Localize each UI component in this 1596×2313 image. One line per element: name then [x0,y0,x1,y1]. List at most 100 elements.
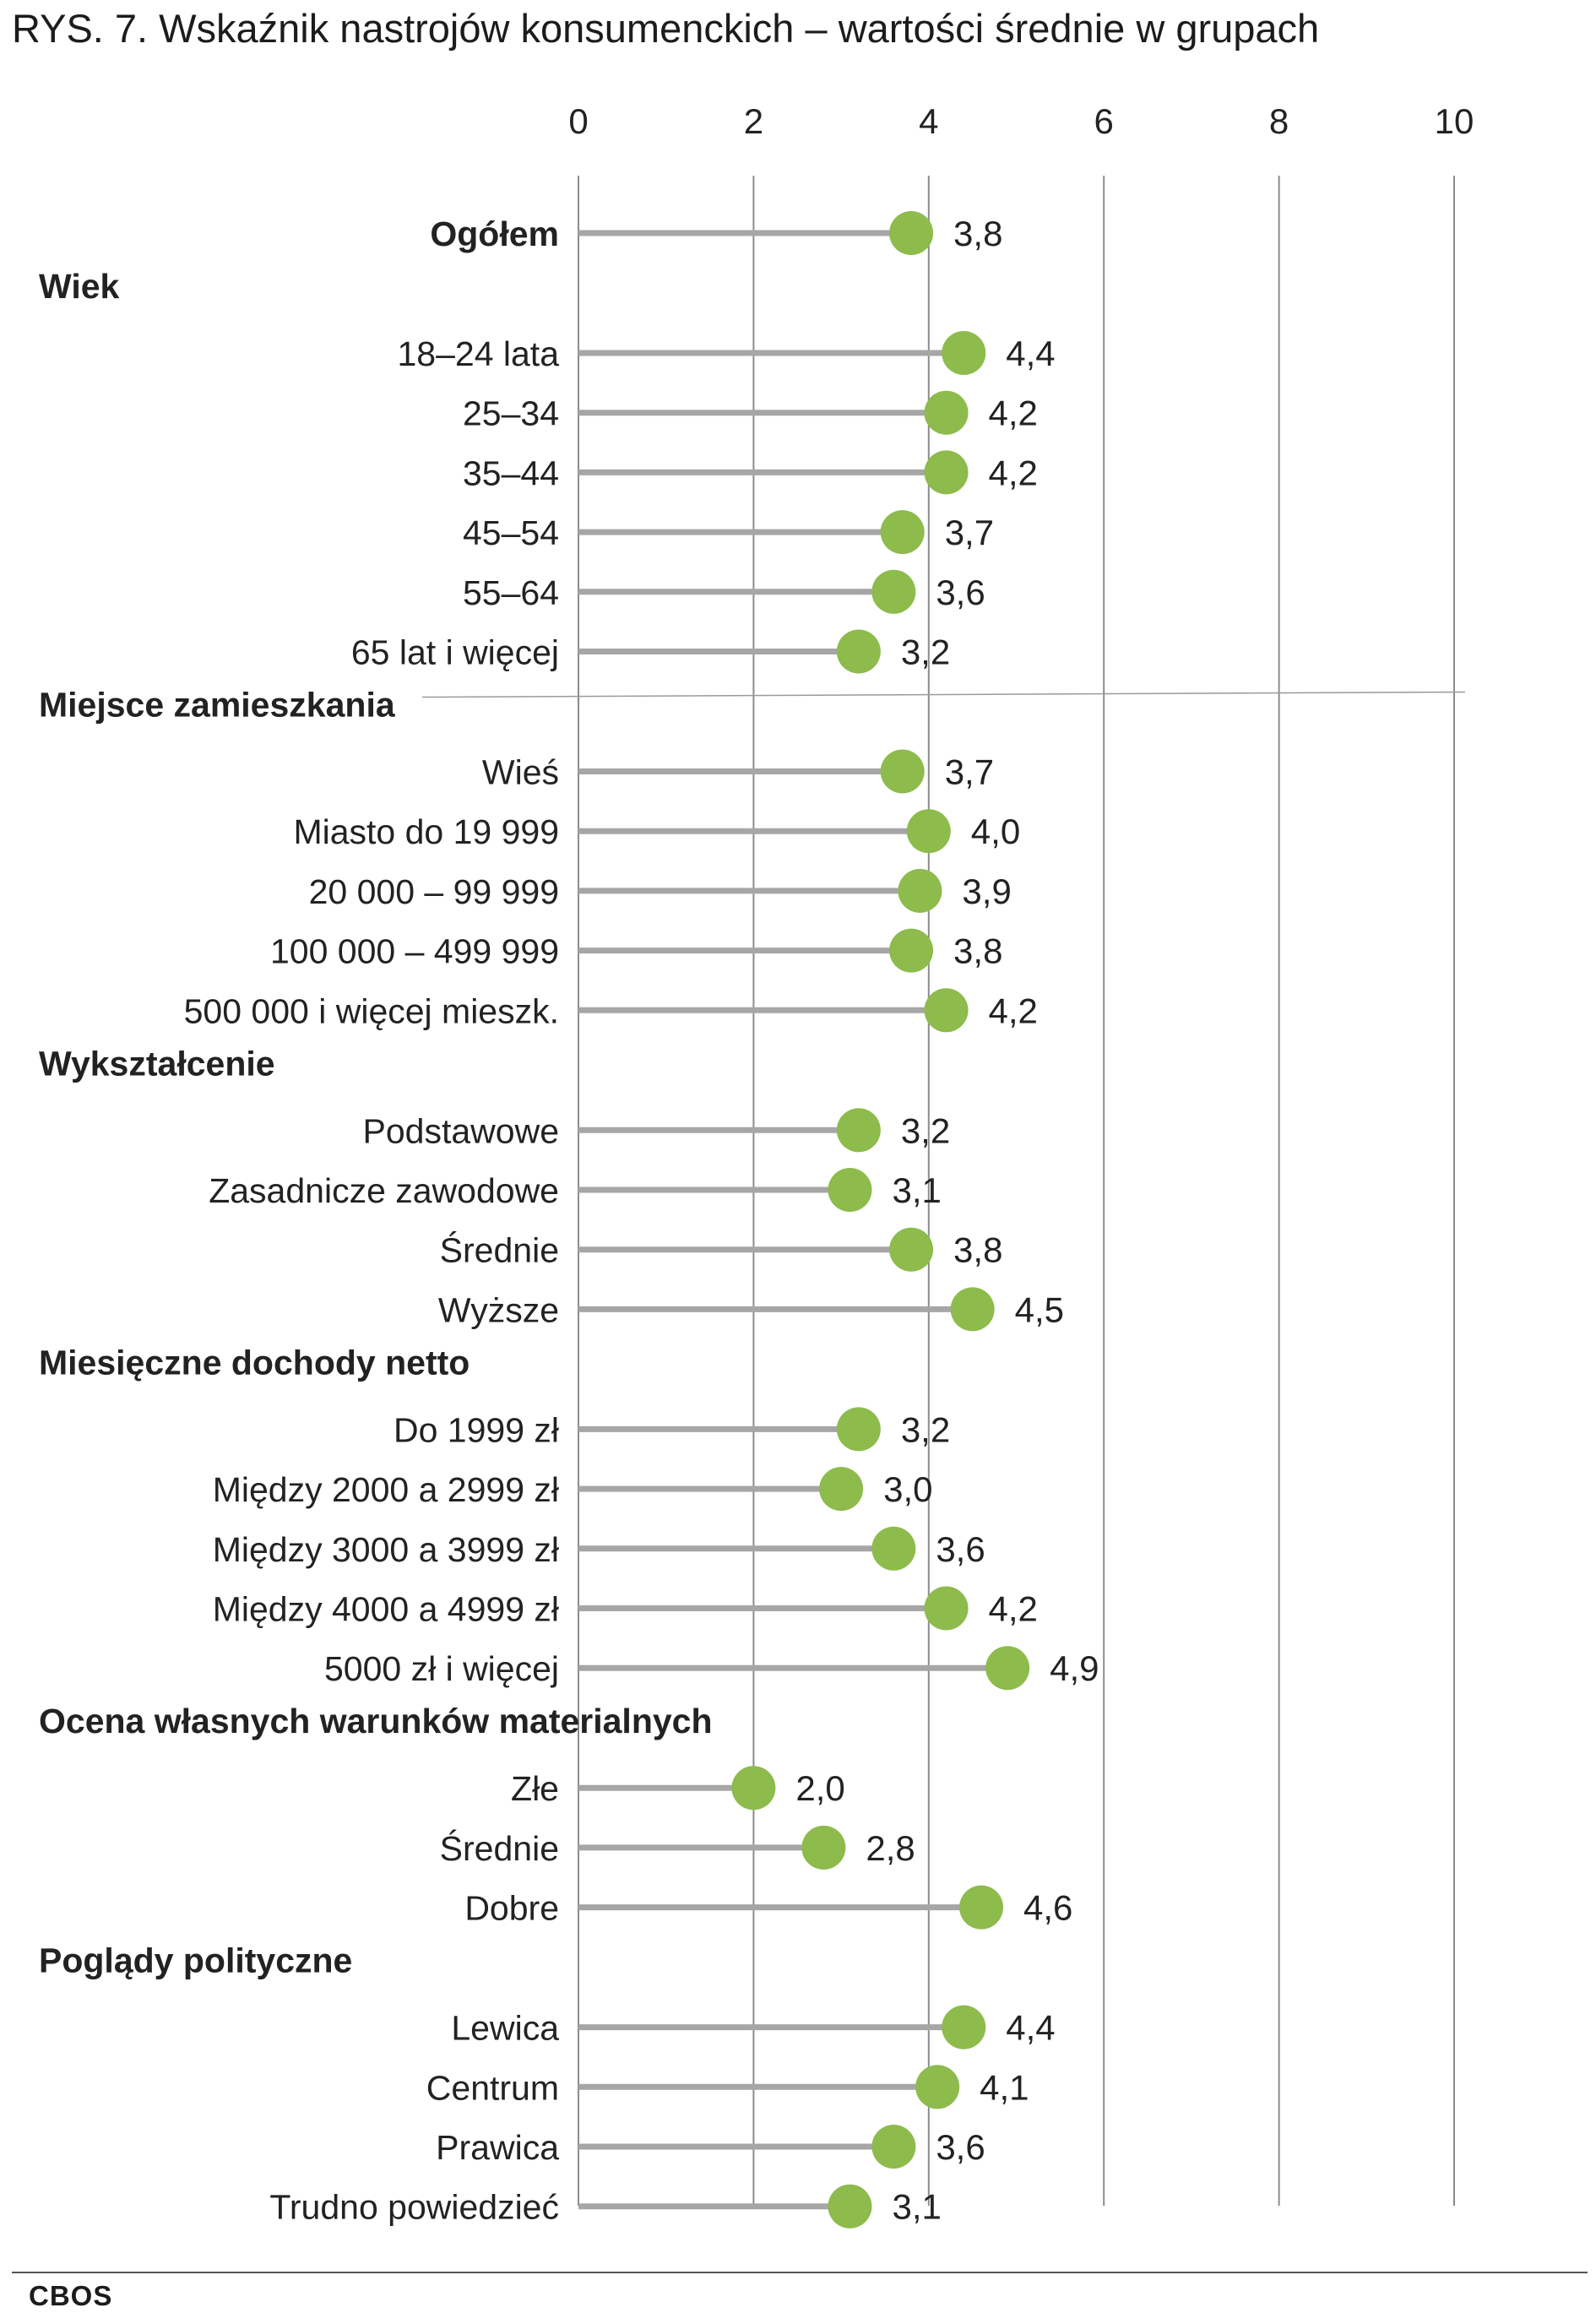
data-dot [880,510,925,555]
dot-chart: 0 2 4 6 8 10 Ogółem 3,8 Wiek 18–24 lata 4,4 25–34 4… [39,101,1474,2229]
data-dot [871,1526,916,1571]
row-label: Wyższe [438,1290,559,1329]
data-dot [828,2184,872,2229]
x-tick-label: 8 [1269,101,1289,141]
row-label: Ogółem [430,214,559,253]
data-dot [819,1467,864,1512]
row-label: 20 000 – 99 999 [309,872,559,911]
value-label: 3,6 [936,1529,985,1569]
row-label: 100 000 – 499 999 [270,932,559,971]
chart-title: RYS. 7. Wskaźnik nastrojów konsumenckich… [12,6,1320,51]
data-dot [871,569,916,614]
source-label: CBOS [29,2280,113,2311]
value-label: 3,2 [901,1409,950,1449]
data-dot [880,749,925,794]
value-label: 4,0 [971,812,1020,851]
row-label: 65 lat i więcej [351,633,559,672]
value-label: 4,2 [989,1589,1038,1629]
data-dot [985,1646,1030,1691]
row-label: Centrum [426,2068,559,2107]
x-tick-label: 2 [744,101,763,141]
row-label: Prawica [436,2128,559,2167]
value-label: 3,8 [953,1230,1002,1270]
row-label: Między 4000 a 4999 zł [213,1590,559,1629]
value-label: 4,9 [1050,1648,1099,1688]
data-dot [731,1766,776,1811]
data-dot [950,1287,995,1332]
x-axis-ticks: 0 2 4 6 8 10 [568,101,1474,141]
value-label: 3,2 [901,1110,950,1150]
row-label: Między 3000 a 3999 zł [213,1530,559,1569]
data-dot [915,2065,960,2109]
value-label: 3,8 [953,214,1002,253]
value-label: 4,5 [1015,1290,1064,1329]
data-dot [828,1168,872,1212]
row-label: 55–64 [463,573,559,612]
data-dot [898,868,942,913]
group-separator [421,691,1466,698]
data-dot [889,1227,934,1272]
row-label: Średnie [440,1829,559,1868]
x-tick-label: 6 [1094,101,1114,141]
row-label: 5000 zł i więcej [324,1649,559,1688]
value-label: 4,6 [1023,1888,1072,1928]
row-label: Dobre [464,1889,559,1928]
value-label: 3,8 [953,931,1002,971]
value-label: 2,8 [866,1828,915,1868]
row-label: Złe [511,1769,559,1808]
x-tick-label: 4 [919,101,938,141]
value-label: 4,4 [1006,334,1055,373]
data-dot [836,1108,881,1153]
value-label: 4,1 [980,2067,1029,2107]
row-label: Miasto do 19 999 [293,812,559,851]
value-label: 4,2 [989,394,1038,433]
group-heading: Miejsce zamieszkania [39,686,396,725]
group-heading: Wiek [39,267,120,306]
row-label: 45–54 [463,513,559,552]
row-label: Trudno powiedzieć [269,2188,559,2227]
row-label: 25–34 [463,394,559,433]
value-label: 3,1 [892,2187,941,2227]
group-heading: Miesięczne dochody netto [39,1343,470,1382]
row-label: Między 2000 a 2999 zł [213,1470,559,1509]
data-dot [801,1825,846,1870]
data-dot [942,2005,986,2050]
group-heading: Ocena własnych warunków materialnych [39,1702,713,1740]
value-label: 4,4 [1006,2008,1055,2048]
data-dot [924,390,969,435]
data-dot [836,1407,881,1452]
value-label: 3,2 [901,633,950,672]
value-label: 3,1 [892,1170,941,1210]
data-dot [871,2125,916,2169]
data-dot [924,988,969,1033]
row-label: Do 1999 zł [394,1410,559,1449]
value-label: 3,7 [945,752,994,792]
group-heading: Wykształcenie [39,1044,275,1083]
data-dot [942,331,986,375]
value-label: 3,0 [883,1469,932,1509]
value-label: 3,7 [945,513,994,552]
data-dot [889,211,934,255]
row-label: Lewica [451,2009,559,2048]
data-dot [906,809,951,854]
value-label: 3,6 [936,2127,985,2167]
value-label: 3,9 [962,871,1011,911]
x-tick-label: 0 [568,101,588,141]
row-label: Wieś [482,753,559,792]
footer-divider [12,2272,1588,2273]
x-tick-label: 10 [1435,101,1474,141]
row-label: 35–44 [463,453,559,492]
row-label: 500 000 i więcej mieszk. [184,991,559,1030]
data-dot [924,1586,969,1631]
group-heading: Poglądy polityczne [39,1941,352,1980]
data-dot [889,928,934,973]
data-rows: Ogółem 3,8 Wiek 18–24 lata 4,4 25–34 4,2 35–44 4… [39,211,1466,2229]
row-label: Średnie [440,1231,559,1270]
row-label: 18–24 lata [397,334,559,373]
data-dot [836,629,881,674]
value-label: 2,0 [795,1768,844,1808]
row-label: Podstawowe [363,1111,559,1150]
data-dot [924,450,969,495]
value-label: 3,6 [936,573,985,612]
row-label: Zasadnicze zawodowe [209,1171,559,1210]
